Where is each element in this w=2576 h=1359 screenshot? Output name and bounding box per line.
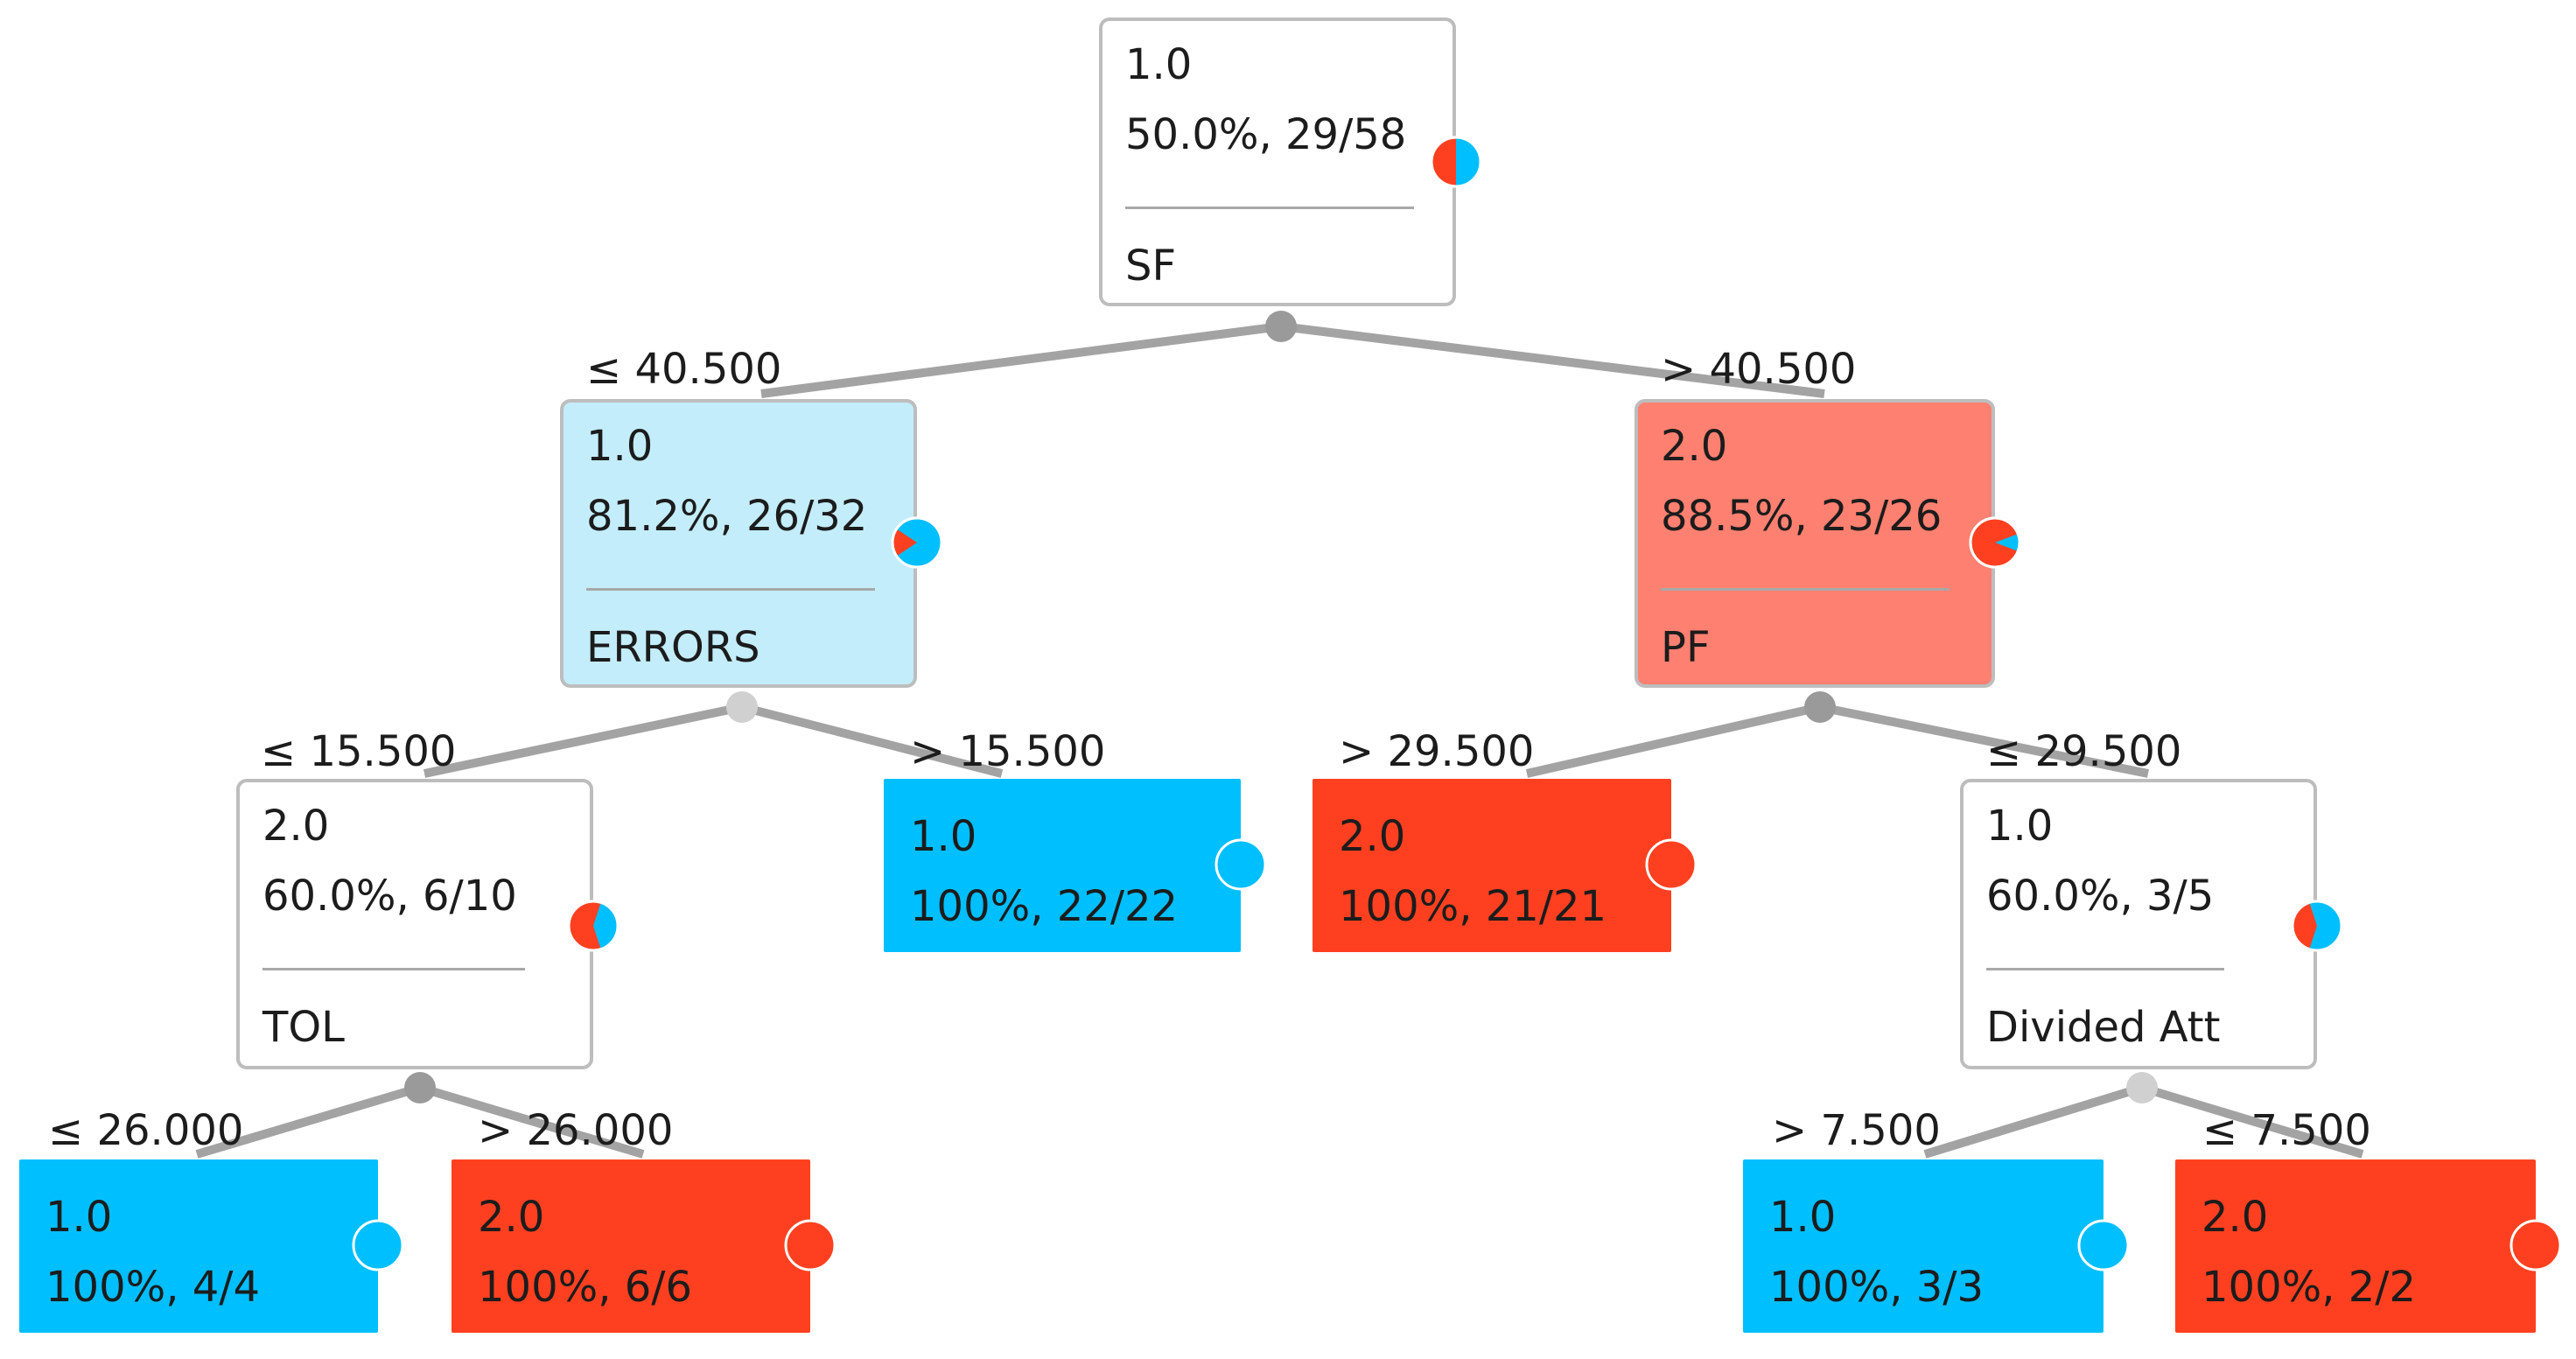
node-class: 1.0 <box>1125 40 1193 89</box>
leaf-purity: 100%, 21/21 <box>1339 882 1607 931</box>
tree-node-errors[interactable]: 1.0 81.2%, 26/32 ERRORS <box>560 399 917 688</box>
tree-edge-tol-right <box>418 1083 645 1159</box>
tree-leaf-divided-gt-7-5[interactable]: 1.0 100%, 3/3 <box>1743 1159 2104 1333</box>
class-distribution-pie-icon <box>565 898 621 954</box>
node-purity: 60.0%, 3/5 <box>1986 872 2215 921</box>
tree-leaf-tol-gt-26[interactable]: 2.0 100%, 6/6 <box>452 1159 810 1333</box>
node-split-attribute: ERRORS <box>586 623 760 672</box>
class-distribution-pie-icon <box>2076 1217 2132 1273</box>
leaf-class: 1.0 <box>46 1193 113 1242</box>
node-split-attribute: Divided Att <box>1986 1003 2221 1052</box>
edge-label-tol-le: ≤ 26.000 <box>48 1106 244 1155</box>
node-purity: 60.0%, 6/10 <box>262 872 517 921</box>
node-divider <box>586 588 875 591</box>
node-class: 1.0 <box>1986 802 2054 851</box>
node-purity: 88.5%, 23/26 <box>1661 492 1942 541</box>
edge-label-errors-le: ≤ 15.500 <box>261 727 457 776</box>
leaf-purity: 100%, 3/3 <box>1769 1263 1984 1312</box>
edge-label-divided-le: ≤ 7.500 <box>2202 1106 2371 1155</box>
node-class: 2.0 <box>1661 422 1728 471</box>
tree-edge-root-left <box>760 322 1282 398</box>
split-joint-errors[interactable] <box>726 691 758 723</box>
edge-label-divided-gt: > 7.500 <box>1772 1106 1941 1155</box>
edge-label-errors-gt: > 15.500 <box>910 727 1106 776</box>
split-joint-divided[interactable] <box>2126 1072 2158 1103</box>
node-purity: 81.2%, 26/32 <box>586 492 868 541</box>
split-joint-tol[interactable] <box>404 1072 436 1103</box>
node-class: 2.0 <box>262 802 330 851</box>
split-joint-sf[interactable] <box>1265 311 1297 342</box>
edge-label-sf-gt: > 40.500 <box>1661 345 1857 394</box>
tree-edge-div-left <box>1923 1083 2144 1159</box>
class-distribution-pie-icon <box>2289 898 2345 954</box>
leaf-purity: 100%, 2/2 <box>2202 1263 2416 1312</box>
class-distribution-pie-icon <box>2508 1217 2564 1273</box>
class-distribution-pie-icon <box>889 515 945 571</box>
edge-label-tol-gt: > 26.000 <box>478 1106 674 1155</box>
split-joint-pf[interactable] <box>1804 691 1836 723</box>
tree-leaf-tol-le-26[interactable]: 1.0 100%, 4/4 <box>19 1159 378 1333</box>
edge-label-pf-le: ≤ 29.500 <box>1986 727 2182 776</box>
tree-leaf-errors-gt-15-5[interactable]: 1.0 100%, 22/22 <box>884 779 1241 952</box>
leaf-purity: 100%, 4/4 <box>46 1263 260 1312</box>
class-distribution-pie-icon <box>1643 837 1699 893</box>
tree-edge-root-right <box>1280 322 1825 398</box>
leaf-class: 1.0 <box>910 812 977 861</box>
tree-node-root-sf[interactable]: 1.0 50.0%, 29/58 SF <box>1099 18 1456 306</box>
tree-leaf-divided-le-7-5[interactable]: 2.0 100%, 2/2 <box>2175 1159 2536 1333</box>
tree-edge-err-right <box>740 703 1004 778</box>
node-split-attribute: SF <box>1125 242 1177 291</box>
class-distribution-pie-icon <box>1428 134 1484 190</box>
tree-edge-pf-left <box>1525 703 1822 778</box>
node-split-attribute: PF <box>1661 623 1711 672</box>
node-split-attribute: TOL <box>262 1003 345 1052</box>
tree-edge-err-left <box>423 703 744 778</box>
edge-label-sf-le: ≤ 40.500 <box>586 345 782 394</box>
tree-node-tol[interactable]: 2.0 60.0%, 6/10 TOL <box>236 779 593 1069</box>
class-distribution-pie-icon <box>1967 515 2023 571</box>
node-divider <box>1986 968 2224 970</box>
tree-node-pf[interactable]: 2.0 88.5%, 23/26 PF <box>1634 399 1995 688</box>
node-divider <box>1661 588 1950 591</box>
tree-node-divided-att[interactable]: 1.0 60.0%, 3/5 Divided Att <box>1960 779 2317 1069</box>
tree-leaf-pf-gt-29-5[interactable]: 2.0 100%, 21/21 <box>1312 779 1671 952</box>
leaf-class: 1.0 <box>1769 1193 1837 1242</box>
leaf-purity: 100%, 6/6 <box>478 1263 692 1312</box>
edge-label-pf-gt: > 29.500 <box>1339 727 1535 776</box>
node-purity: 50.0%, 29/58 <box>1125 110 1407 159</box>
leaf-class: 2.0 <box>2202 1193 2269 1242</box>
tree-edge-pf-right <box>1819 703 2149 778</box>
tree-edge-tol-left <box>195 1083 422 1159</box>
class-distribution-pie-icon <box>350 1217 406 1273</box>
class-distribution-pie-icon <box>1213 837 1269 893</box>
node-divider <box>1125 207 1414 209</box>
tree-edge-div-right <box>2140 1083 2364 1159</box>
leaf-class: 2.0 <box>478 1193 545 1242</box>
node-class: 1.0 <box>586 422 654 471</box>
leaf-class: 2.0 <box>1339 812 1406 861</box>
leaf-purity: 100%, 22/22 <box>910 882 1179 931</box>
node-divider <box>262 968 525 970</box>
class-distribution-pie-icon <box>782 1217 838 1273</box>
